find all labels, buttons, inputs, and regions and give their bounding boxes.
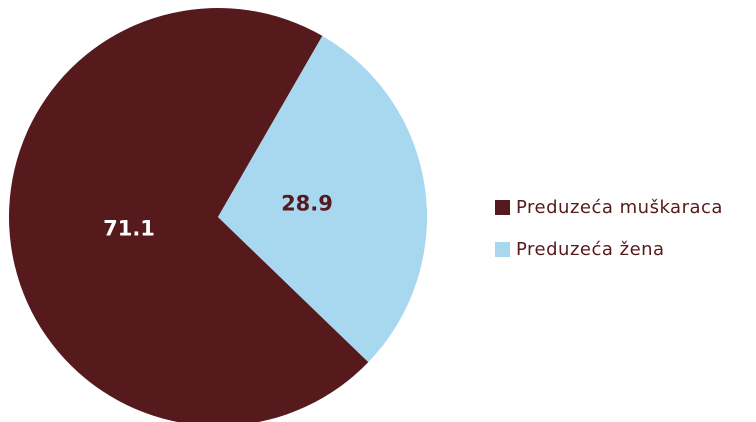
- legend-swatch: [495, 200, 510, 215]
- value-label: 28.9: [281, 191, 333, 215]
- pie-slice: [9, 8, 369, 422]
- pie-slice: [218, 35, 427, 363]
- value-label: 71.1: [103, 217, 155, 241]
- legend-label: Preduzeća žena: [516, 239, 665, 260]
- legend-label: Preduzeća muškaraca: [516, 197, 723, 218]
- legend-swatch: [495, 242, 510, 257]
